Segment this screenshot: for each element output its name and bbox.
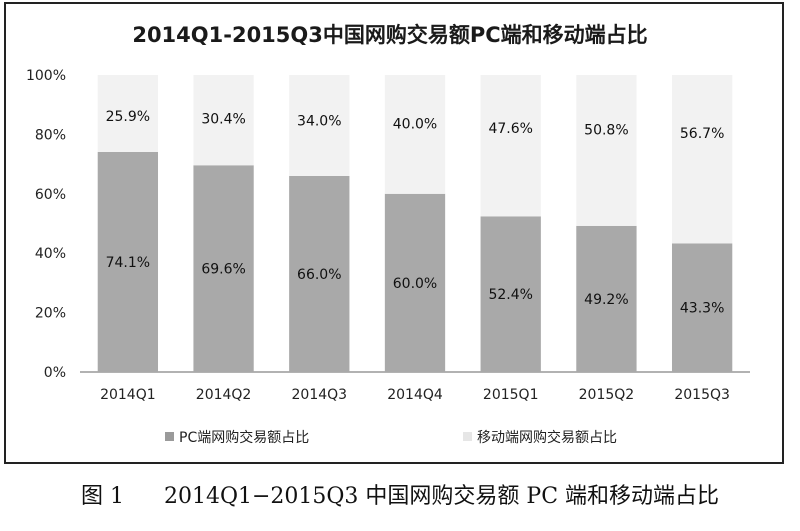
pc-bar [480, 216, 541, 372]
legend-label: 移动端网购交易额占比 [477, 429, 617, 446]
mobile-data-label: 50.8% [584, 123, 628, 139]
plot-area: 0% 20% 40% 60% 80% 100% 74.1% 25.9% 2014Q1 69.6% 3… [26, 68, 750, 403]
mobile-data-label: 34.0% [297, 113, 341, 129]
pc-data-label: 69.6% [201, 262, 245, 278]
y-tick-label: 40% [35, 246, 66, 262]
x-tick-label: 2015Q1 [483, 387, 539, 403]
figure-caption: 图 1 2014Q1−2015Q3 中国网购交易额 PC 端和移动端占比 [0, 478, 800, 510]
pc-bar [289, 175, 350, 372]
pc-data-label: 66.0% [297, 267, 341, 283]
y-tick-label: 0% [44, 365, 66, 381]
x-tick-label: 2015Q2 [579, 387, 635, 403]
pc-data-label: 60.0% [393, 276, 437, 292]
y-tick-label: 80% [35, 127, 66, 143]
mobile-data-label: 30.4% [201, 111, 245, 127]
caption-number: 图 1 [80, 484, 124, 509]
mobile-bar [193, 75, 254, 166]
pc-bar [384, 193, 446, 372]
x-tick-label: 2014Q2 [196, 387, 252, 403]
pc-bar [193, 165, 254, 372]
mobile-data-label: 47.6% [488, 121, 532, 137]
y-tick-label: 60% [35, 187, 66, 203]
mobile-bar [289, 75, 350, 176]
mobile-bar [384, 75, 446, 194]
pc-bar [97, 151, 159, 372]
mobile-bar [576, 75, 637, 226]
legend: PC端网购交易额占比 移动端网购交易额占比 [165, 429, 617, 446]
pc-bar [576, 225, 637, 372]
y-tick-label: 100% [26, 68, 66, 84]
chart-canvas: 2014Q1-2015Q3中国网购交易额PC端和移动端占比 0% 20% 40% 60… [26, 23, 750, 446]
caption-text: 2014Q1−2015Q3 中国网购交易额 PC 端和移动端占比 [163, 484, 720, 509]
mobile-data-label: 25.9% [106, 109, 150, 125]
x-tick-label: 2014Q4 [387, 387, 443, 403]
x-tick-label: 2015Q3 [674, 387, 730, 403]
legend-swatch [463, 432, 472, 441]
chart-title: 2014Q1-2015Q3中国网购交易额PC端和移动端占比 [132, 23, 647, 47]
x-tick-label: 2014Q3 [292, 387, 348, 403]
pc-data-label: 49.2% [584, 292, 628, 308]
y-tick-label: 20% [35, 306, 66, 322]
pc-data-label: 43.3% [680, 301, 724, 317]
legend-swatch [165, 432, 174, 441]
mobile-data-label: 56.7% [680, 126, 724, 142]
mobile-bar [97, 75, 159, 152]
mobile-bar [671, 75, 733, 244]
pc-data-label: 52.4% [488, 287, 532, 303]
x-tick-label: 2014Q1 [100, 387, 156, 403]
pc-bar [671, 243, 733, 372]
legend-label: PC端网购交易额占比 [179, 429, 309, 446]
mobile-bar [480, 75, 541, 217]
mobile-data-label: 40.0% [393, 117, 437, 133]
pc-data-label: 74.1% [106, 255, 150, 271]
